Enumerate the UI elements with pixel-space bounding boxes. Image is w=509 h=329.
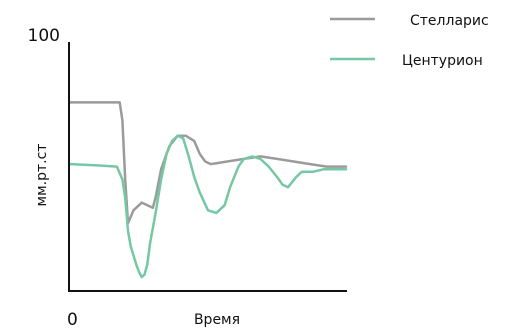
x-tick-label: 0	[67, 310, 78, 329]
series-line	[68, 101, 348, 225]
series-layer	[68, 101, 348, 279]
y-tick-label: 100	[28, 26, 60, 46]
x-axis-label: Время	[194, 312, 240, 328]
y-axis-label: мм.рт.ст	[34, 144, 50, 207]
legend-label: Стелларис	[410, 13, 489, 29]
series-line	[68, 134, 348, 279]
legend: Стелларис Центурион	[330, 13, 489, 69]
legend-label: Центурион	[402, 53, 483, 69]
